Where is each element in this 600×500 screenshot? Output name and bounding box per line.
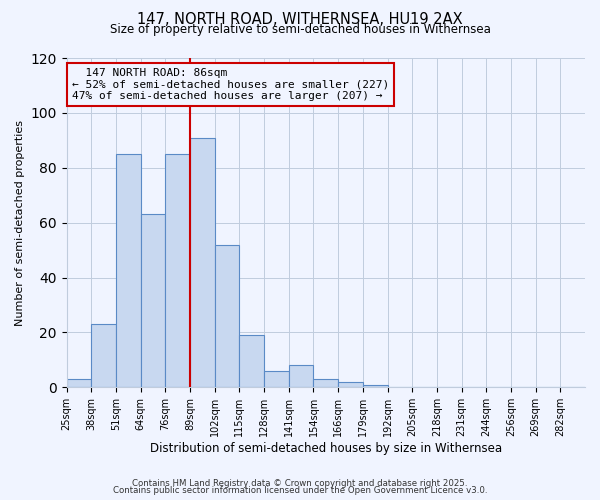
- Text: 147, NORTH ROAD, WITHERNSEA, HU19 2AX: 147, NORTH ROAD, WITHERNSEA, HU19 2AX: [137, 12, 463, 28]
- Bar: [166, 154, 190, 388]
- Bar: [239, 335, 264, 388]
- Bar: [264, 371, 289, 388]
- Bar: [215, 244, 239, 388]
- Bar: [190, 138, 215, 388]
- Bar: [289, 366, 313, 388]
- Bar: [363, 384, 388, 388]
- Bar: [67, 379, 91, 388]
- Text: Contains HM Land Registry data © Crown copyright and database right 2025.: Contains HM Land Registry data © Crown c…: [132, 478, 468, 488]
- X-axis label: Distribution of semi-detached houses by size in Withernsea: Distribution of semi-detached houses by …: [150, 442, 502, 455]
- Text: 147 NORTH ROAD: 86sqm
← 52% of semi-detached houses are smaller (227)
47% of sem: 147 NORTH ROAD: 86sqm ← 52% of semi-deta…: [72, 68, 389, 101]
- Bar: [338, 382, 363, 388]
- Bar: [141, 214, 166, 388]
- Bar: [116, 154, 141, 388]
- Text: Size of property relative to semi-detached houses in Withernsea: Size of property relative to semi-detach…: [110, 22, 490, 36]
- Bar: [91, 324, 116, 388]
- Text: Contains public sector information licensed under the Open Government Licence v3: Contains public sector information licen…: [113, 486, 487, 495]
- Bar: [313, 379, 338, 388]
- Y-axis label: Number of semi-detached properties: Number of semi-detached properties: [15, 120, 25, 326]
